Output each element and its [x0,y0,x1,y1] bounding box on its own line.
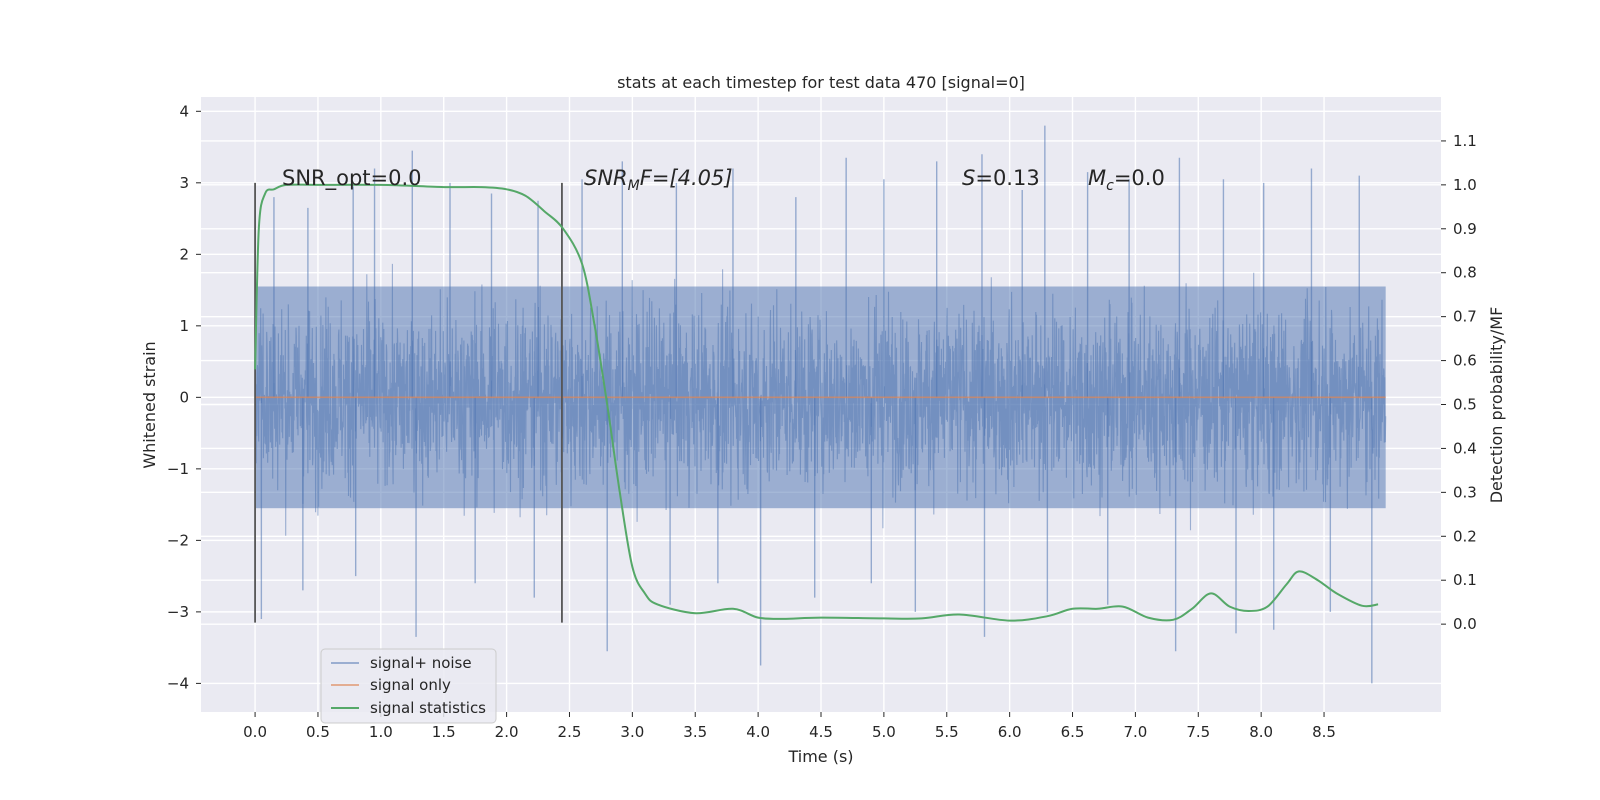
legend-label-statistics: signal statistics [370,699,486,717]
y-tick-label-left: −2 [167,531,189,549]
y-tick-label-right: 0.9 [1453,220,1477,238]
legend-box [320,648,497,724]
annotation-s: S=0.13 [962,166,1040,190]
y-tick-label-right: 0.7 [1453,308,1477,326]
y-tick-label-right: 1.1 [1453,132,1477,150]
y-ticks-right: 0.0 0.1 0.2 0.3 0.4 0.5 0.6 0.7 0.8 0.9 1.0 1.1 [1441,132,1477,633]
y-tick-label-left: 1 [179,317,189,335]
x-tick-label: 0.5 [306,723,330,741]
x-tick-label: 2.0 [495,723,519,741]
y-ticks-left: −4 −3 −2 −1 0 1 2 3 4 [167,102,201,692]
y-tick-label-left: 4 [179,102,189,120]
x-tick-label: 2.5 [558,723,582,741]
x-tick-label: 1.0 [369,723,393,741]
annotation-snr-opt: SNR_opt=0.0 [282,166,422,191]
legend-label-noise: signal+ noise [370,654,472,672]
x-tick-label: 5.5 [935,723,959,741]
chart-title: stats at each timestep for test data 470… [617,73,1025,92]
x-tick-label: 8.0 [1249,723,1273,741]
y-tick-label-right: 0.8 [1453,264,1477,282]
x-tick-label: 1.5 [432,723,456,741]
y-tick-label-left: −4 [167,674,189,692]
x-tick-label: 4.5 [809,723,833,741]
y-axis-label-right: Detection probability/MF [1487,307,1506,504]
x-ticks: 0.0 0.5 1.0 1.5 2.0 2.5 3.0 3.5 4.0 4.5 5.0 5.5 6.0 6… [243,712,1336,741]
y-tick-label-left: −3 [167,603,189,621]
legend: signal+ noise signal only signal statist… [320,648,497,724]
y-tick-label-left: 3 [179,174,189,192]
y-tick-label-right: 0.1 [1453,571,1477,589]
annotation-snr-mf: SNRMF=[4.05] [584,166,733,194]
y-tick-label-right: 0.2 [1453,527,1477,545]
statistics-line [254,183,1379,622]
y-tick-label-left: 0 [179,388,189,406]
y-axis-label-left: Whitened strain [140,341,159,468]
x-axis-label: Time (s) [787,747,853,766]
x-tick-label: 6.5 [1061,723,1085,741]
y-tick-label-left: −1 [167,460,189,478]
x-tick-label: 6.0 [998,723,1022,741]
y-tick-label-right: 0.6 [1453,352,1477,370]
y-tick-label-right: 0.5 [1453,396,1477,414]
y-tick-label-left: 2 [179,245,189,263]
y-tick-label-right: 1.0 [1453,176,1477,194]
x-tick-label: 4.0 [746,723,770,741]
series-signal-statistics [254,183,1379,622]
x-tick-label: 0.0 [243,723,267,741]
marker-lines [254,182,563,623]
x-tick-label: 7.5 [1186,723,1210,741]
annotation-mc: Mc=0.0 [1088,166,1165,194]
x-tick-label: 7.0 [1123,723,1147,741]
y-tick-label-right: 0.0 [1453,615,1477,633]
y-tick-label-right: 0.4 [1453,439,1477,457]
y-tick-label-right: 0.3 [1453,483,1477,501]
legend-label-signal: signal only [370,676,451,694]
x-tick-label: 3.0 [620,723,644,741]
x-tick-label: 5.0 [872,723,896,741]
x-tick-label: 3.5 [683,723,707,741]
x-tick-label: 8.5 [1312,723,1336,741]
